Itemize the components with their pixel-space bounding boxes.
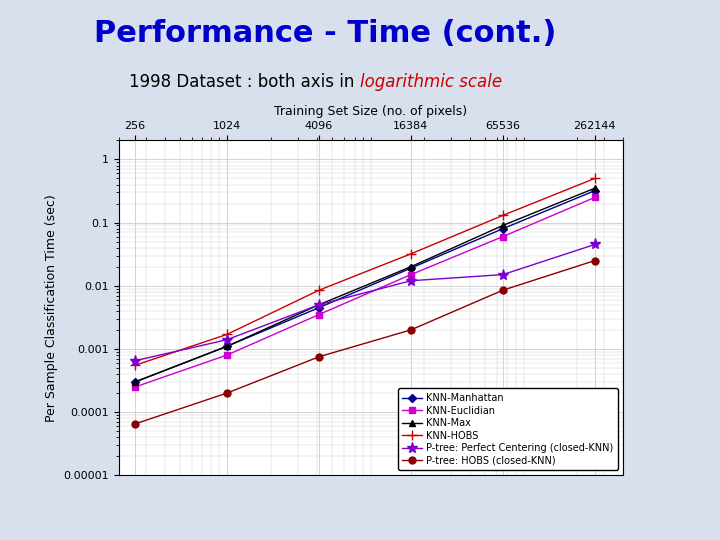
P-tree: HOBS (closed-KNN): (256, 6.5e-05): HOBS (closed-KNN): (256, 6.5e-05): [131, 421, 140, 427]
KNN-Manhattan: [222, 343, 231, 349]
KNN-Max: [407, 264, 415, 270]
P-tree: Perfect Centering (closed-KNN): (256, 0.00065): Perfect Centering (closed-KNN): (256, 0.…: [131, 357, 140, 364]
Y-axis label: Per Sample Classification Time (sec): Per Sample Classification Time (sec): [45, 194, 58, 422]
KNN-Max: [498, 222, 507, 229]
X-axis label: Training Set Size (no. of pixels): Training Set Size (no. of pixels): [274, 105, 467, 118]
P-tree: Perfect Centering (closed-KNN): (1.64e+04, 0.012): Perfect Centering (closed-KNN): (1.64e+0…: [407, 278, 415, 284]
KNN-Euclidian: [315, 311, 323, 318]
Line: KNN-Max: KNN-Max: [132, 185, 598, 386]
Text: Performance - Time (cont.): Performance - Time (cont.): [94, 19, 556, 48]
KNN-Euclidian: [498, 233, 507, 240]
KNN-HOBS: [590, 175, 599, 181]
KNN-Euclidian: [222, 352, 231, 358]
KNN-Max: [131, 379, 140, 385]
KNN-HOBS: [407, 251, 415, 257]
KNN-Manhattan: [590, 187, 599, 194]
KNN-Max: [222, 343, 231, 349]
KNN-HOBS: [222, 331, 231, 338]
KNN-Euclidian: [407, 272, 415, 278]
KNN-Manhattan: [315, 305, 323, 311]
KNN-HOBS: [498, 212, 507, 219]
Legend: KNN-Manhattan, KNN-Euclidian, KNN-Max, KNN-HOBS, P-tree: Perfect Centering (clos: KNN-Manhattan, KNN-Euclidian, KNN-Max, K…: [397, 388, 618, 470]
P-tree: HOBS (closed-KNN): (1.02e+03, 0.0002): HOBS (closed-KNN): (1.02e+03, 0.0002): [222, 390, 231, 396]
KNN-HOBS: [131, 362, 140, 368]
KNN-HOBS: [315, 287, 323, 293]
Line: P-tree: HOBS (closed-KNN): P-tree: HOBS (closed-KNN): [132, 257, 598, 427]
Line: P-tree: Perfect Centering (closed-KNN): P-tree: Perfect Centering (closed-KNN): [130, 239, 600, 366]
KNN-Max: [315, 301, 323, 308]
KNN-Manhattan: [498, 226, 507, 232]
Text: 1998 Dataset : both axis in: 1998 Dataset : both axis in: [130, 73, 360, 91]
P-tree: HOBS (closed-KNN): (2.62e+05, 0.025): HOBS (closed-KNN): (2.62e+05, 0.025): [590, 258, 599, 264]
KNN-Manhattan: [131, 379, 140, 385]
P-tree: HOBS (closed-KNN): (6.55e+04, 0.0085): HOBS (closed-KNN): (6.55e+04, 0.0085): [498, 287, 507, 293]
KNN-Manhattan: [407, 265, 415, 272]
P-tree: Perfect Centering (closed-KNN): (2.62e+05, 0.045): Perfect Centering (closed-KNN): (2.62e+0…: [590, 241, 599, 248]
Line: KNN-Manhattan: KNN-Manhattan: [132, 188, 598, 384]
P-tree: Perfect Centering (closed-KNN): (1.02e+03, 0.0014): Perfect Centering (closed-KNN): (1.02e+0…: [222, 336, 231, 343]
P-tree: Perfect Centering (closed-KNN): (6.55e+04, 0.015): Perfect Centering (closed-KNN): (6.55e+0…: [498, 272, 507, 278]
KNN-Euclidian: [590, 194, 599, 201]
P-tree: HOBS (closed-KNN): (1.64e+04, 0.002): HOBS (closed-KNN): (1.64e+04, 0.002): [407, 327, 415, 333]
Text: logarithmic scale: logarithmic scale: [360, 73, 502, 91]
P-tree: HOBS (closed-KNN): (4.1e+03, 0.00075): HOBS (closed-KNN): (4.1e+03, 0.00075): [315, 354, 323, 360]
KNN-Max: [590, 185, 599, 192]
P-tree: Perfect Centering (closed-KNN): (4.1e+03, 0.005): Perfect Centering (closed-KNN): (4.1e+03…: [315, 301, 323, 308]
Line: KNN-Euclidian: KNN-Euclidian: [132, 194, 598, 390]
Line: KNN-HOBS: KNN-HOBS: [130, 173, 600, 370]
KNN-Euclidian: [131, 383, 140, 390]
